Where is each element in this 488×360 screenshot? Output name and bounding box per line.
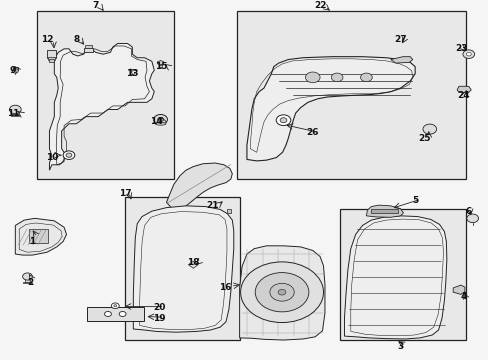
Text: 22: 22: [313, 1, 325, 10]
Polygon shape: [456, 86, 470, 93]
Text: 24: 24: [457, 91, 469, 100]
Text: 25: 25: [418, 134, 430, 143]
Text: 4: 4: [460, 292, 466, 301]
Circle shape: [111, 303, 119, 309]
Bar: [87, 307, 143, 321]
Text: 27: 27: [393, 35, 406, 44]
Circle shape: [330, 73, 342, 82]
Polygon shape: [188, 261, 198, 268]
Polygon shape: [49, 44, 154, 170]
Text: 2: 2: [27, 278, 33, 287]
Text: 19: 19: [153, 314, 165, 323]
Polygon shape: [25, 279, 30, 282]
Text: 17: 17: [119, 189, 131, 198]
Polygon shape: [15, 218, 66, 255]
Polygon shape: [13, 67, 18, 69]
Circle shape: [462, 50, 474, 58]
Bar: [48, 57, 55, 59]
Text: 23: 23: [454, 44, 467, 53]
Text: 3: 3: [397, 342, 403, 351]
Text: 9: 9: [10, 66, 16, 75]
Text: 5: 5: [411, 196, 417, 205]
Circle shape: [119, 311, 126, 316]
Circle shape: [305, 72, 320, 83]
Text: 8: 8: [73, 35, 79, 44]
Text: 18: 18: [187, 258, 199, 267]
Circle shape: [66, 153, 72, 157]
Circle shape: [280, 118, 286, 123]
Text: 7: 7: [92, 1, 99, 10]
Circle shape: [12, 69, 18, 73]
Polygon shape: [158, 60, 163, 65]
Text: 12: 12: [41, 35, 53, 44]
Polygon shape: [239, 246, 325, 340]
Circle shape: [63, 151, 75, 159]
Polygon shape: [133, 206, 233, 332]
Bar: [49, 59, 54, 62]
Polygon shape: [11, 114, 19, 116]
Polygon shape: [23, 282, 32, 283]
Text: 21: 21: [206, 201, 219, 210]
Bar: [370, 209, 397, 213]
Text: 1: 1: [29, 237, 36, 246]
Polygon shape: [166, 163, 232, 211]
Bar: [339, 210, 466, 340]
Polygon shape: [159, 65, 162, 67]
Circle shape: [104, 311, 111, 316]
Circle shape: [255, 273, 308, 312]
Text: 16: 16: [218, 283, 231, 292]
Bar: [125, 197, 239, 340]
Polygon shape: [13, 111, 17, 114]
Text: 15: 15: [155, 62, 167, 71]
Polygon shape: [390, 57, 412, 63]
Circle shape: [22, 273, 32, 280]
Circle shape: [422, 124, 436, 134]
Text: 13: 13: [126, 69, 138, 78]
Polygon shape: [226, 210, 231, 213]
Bar: [237, 12, 466, 179]
Ellipse shape: [155, 122, 165, 125]
Circle shape: [158, 117, 163, 122]
Polygon shape: [246, 57, 414, 161]
Polygon shape: [452, 285, 464, 294]
Circle shape: [240, 262, 323, 323]
Text: 6: 6: [465, 207, 471, 216]
Text: 20: 20: [153, 303, 165, 312]
Circle shape: [154, 114, 167, 125]
Circle shape: [114, 305, 117, 307]
Text: 14: 14: [150, 117, 163, 126]
Circle shape: [466, 53, 470, 56]
Circle shape: [276, 115, 290, 126]
Bar: [29, 229, 48, 243]
Circle shape: [360, 73, 371, 82]
Bar: [47, 50, 56, 58]
Bar: [37, 12, 173, 179]
Circle shape: [9, 105, 21, 114]
Bar: [84, 45, 92, 48]
Circle shape: [278, 289, 285, 295]
Text: 11: 11: [7, 109, 19, 118]
Text: 26: 26: [306, 128, 318, 137]
Polygon shape: [366, 205, 403, 217]
Circle shape: [466, 214, 478, 222]
Polygon shape: [344, 216, 446, 339]
Circle shape: [269, 283, 294, 301]
Bar: [83, 48, 93, 53]
Text: 10: 10: [45, 153, 58, 162]
